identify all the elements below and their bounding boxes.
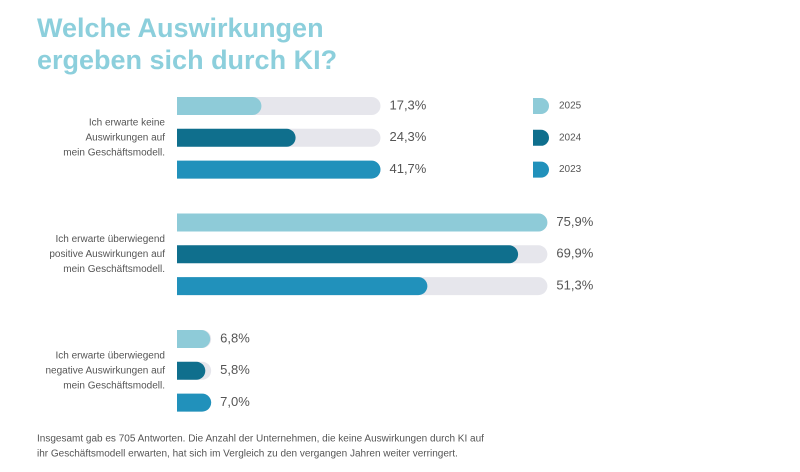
bar bbox=[177, 330, 211, 348]
value-label: 75,9% bbox=[556, 214, 593, 229]
category-label: mein Geschäftsmodell. bbox=[63, 147, 165, 158]
value-label: 5,8% bbox=[220, 362, 250, 377]
chart-title: Welche Auswirkungen bbox=[37, 13, 324, 43]
chart-title: ergeben sich durch KI? bbox=[37, 45, 337, 75]
value-label: 17,3% bbox=[389, 97, 426, 112]
value-label: 41,7% bbox=[389, 161, 426, 176]
category-label: Ich erwarte überwiegend bbox=[55, 350, 165, 361]
bar bbox=[177, 277, 428, 296]
category-label: negative Auswirkungen auf bbox=[45, 365, 165, 376]
legend-label: 2024 bbox=[559, 132, 582, 143]
legend-swatch bbox=[533, 129, 549, 146]
category-label: Ich erwarte keine bbox=[89, 117, 166, 128]
category-label: Ich erwarte überwiegend bbox=[55, 234, 165, 245]
legend-label: 2023 bbox=[559, 164, 582, 175]
value-label: 7,0% bbox=[220, 394, 250, 409]
bar bbox=[177, 160, 381, 179]
value-label: 6,8% bbox=[220, 330, 250, 345]
category-label: positive Auswirkungen auf bbox=[49, 249, 165, 260]
bar bbox=[177, 393, 212, 412]
bar bbox=[177, 128, 296, 147]
bar bbox=[177, 361, 206, 380]
legend-swatch bbox=[533, 161, 549, 178]
category-label: mein Geschäftsmodell. bbox=[63, 264, 165, 275]
legend-swatch bbox=[533, 98, 549, 114]
legend-label: 2025 bbox=[559, 101, 582, 112]
value-label: 51,3% bbox=[556, 278, 593, 293]
bar bbox=[177, 213, 548, 232]
value-label: 24,3% bbox=[389, 129, 426, 144]
footnote: ihr Geschäftsmodell erwarten, hat sich i… bbox=[37, 449, 458, 460]
footnote: Insgesamt gab es 705 Antworten. Die Anza… bbox=[37, 434, 484, 445]
category-label: Auswirkungen auf bbox=[86, 132, 166, 143]
bar bbox=[177, 245, 519, 264]
value-label: 69,9% bbox=[556, 246, 593, 261]
bar bbox=[177, 97, 262, 115]
category-label: mein Geschäftsmodell. bbox=[63, 380, 165, 391]
